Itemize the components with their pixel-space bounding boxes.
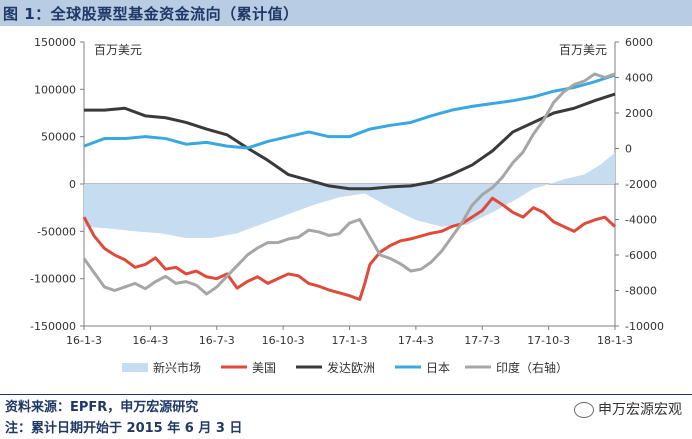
x-tick-label: 16-7-3 [199,334,235,347]
left-tick-label: -150000 [30,320,76,333]
brand-label: 申万宏源宏观 [598,402,682,418]
right-tick-label: 0 [625,143,632,156]
right-tick-label: -2000 [625,178,657,191]
legend-swatch [122,363,148,372]
series-area-emerging [84,152,615,238]
series-line-3 [83,73,616,150]
right-tick-label: 2000 [625,107,653,120]
x-tick-label: 17-1-3 [332,334,368,347]
tick-labels: 150000100000500000-50000-100000-15000060… [30,36,664,347]
area-layer [84,152,615,238]
x-tick-label: 16-4-3 [132,334,168,347]
x-tick-label: 16-1-3 [66,334,102,347]
source-note: 资料来源：EPFR，申万宏源研究 [5,400,199,415]
x-tick-label: 16-10-3 [262,334,305,347]
right-tick-label: 6000 [625,36,653,49]
left-tick-label: -100000 [30,273,76,286]
x-tick-label: 17-7-3 [464,334,500,347]
right-tick-label: -8000 [625,285,657,298]
x-tick-label: 18-1-3 [597,334,633,347]
left-tick-label: 150000 [34,36,76,49]
wechat-icon [574,402,594,418]
footer-divider [0,394,692,395]
line-layer [82,72,617,301]
left-tick-label: -50000 [37,225,76,238]
brand-watermark: 申万宏源宏观 [574,399,682,419]
left-tick-label: 50000 [41,131,76,144]
left-tick-label: 100000 [34,83,76,96]
right-unit-label: 百万美元 [559,43,607,57]
left-tick-label: 0 [69,178,76,191]
right-tick-label: 4000 [625,72,653,85]
right-tick-label: -6000 [625,249,657,262]
right-tick-label: -10000 [625,320,664,333]
x-tick-label: 17-10-3 [527,334,570,347]
series-line-2 [84,92,616,191]
date-note: 注：累计日期开始于 2015 年 6 月 3 日 [5,421,243,436]
legend-label: 发达欧洲 [327,360,375,375]
series-line-1 [82,196,617,301]
title-bar: 图 1：全球股票型基金资金流向（累计值） [0,0,692,26]
series-line-4 [82,72,616,296]
legend-label: 印度（右轴） [496,360,568,375]
legend-label: 日本 [426,361,450,375]
legend-label: 美国 [252,361,276,375]
x-tick-label: 17-4-3 [398,334,434,347]
right-tick-label: -4000 [625,214,657,227]
page-title: 图 1：全球股票型基金资金流向（累计值） [3,5,299,23]
flow-chart: 150000100000500000-50000-100000-15000060… [30,36,664,375]
left-unit-label: 百万美元 [94,43,142,57]
legend: 新兴市场 美国 发达欧洲 日本 印度（右轴） [122,360,568,375]
legend-label: 新兴市场 [153,360,201,375]
